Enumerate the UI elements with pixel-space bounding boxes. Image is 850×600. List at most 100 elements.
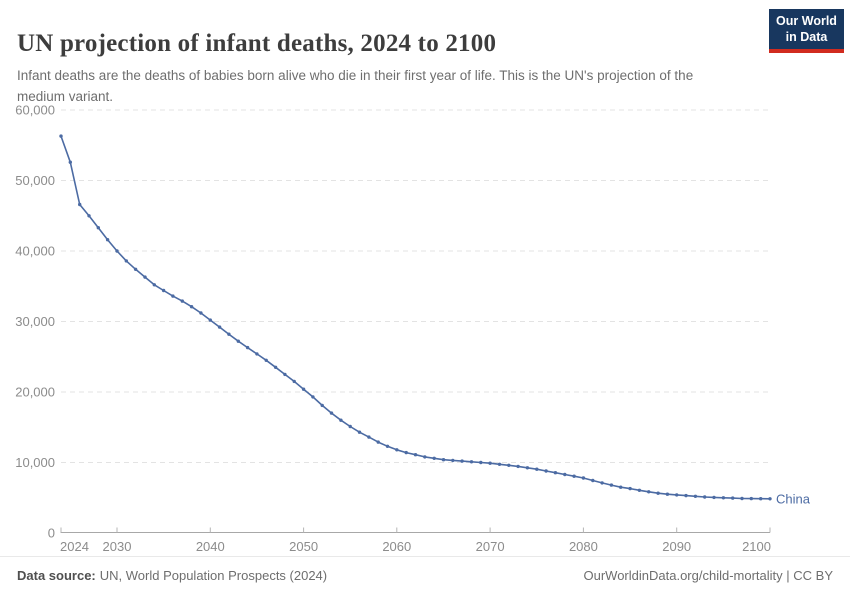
data-point[interactable] bbox=[516, 464, 520, 469]
data-point[interactable] bbox=[301, 387, 306, 391]
data-point[interactable] bbox=[105, 238, 110, 242]
y-axis-label: 20,000 bbox=[15, 385, 55, 400]
data-point[interactable] bbox=[563, 472, 567, 477]
data-point[interactable] bbox=[385, 444, 390, 448]
data-point[interactable] bbox=[87, 214, 91, 218]
data-point[interactable] bbox=[759, 497, 763, 501]
data-point[interactable] bbox=[740, 496, 744, 501]
data-point[interactable] bbox=[245, 345, 250, 350]
x-axis-label: 2030 bbox=[103, 539, 132, 554]
y-axis-label: 0 bbox=[48, 526, 55, 541]
owid-logo-line1: Our World bbox=[776, 14, 837, 28]
data-point[interactable] bbox=[283, 372, 287, 377]
data-point[interactable] bbox=[488, 461, 492, 465]
data-point[interactable] bbox=[423, 455, 427, 459]
data-point[interactable] bbox=[236, 339, 240, 343]
data-point[interactable] bbox=[292, 379, 296, 384]
data-point[interactable] bbox=[581, 476, 586, 480]
data-point[interactable] bbox=[68, 160, 73, 164]
data-point[interactable] bbox=[217, 325, 222, 329]
y-axis-label: 30,000 bbox=[15, 314, 55, 329]
x-axis-label: 2050 bbox=[289, 539, 318, 554]
data-point[interactable] bbox=[189, 305, 194, 309]
data-point[interactable] bbox=[451, 458, 455, 463]
data-point[interactable] bbox=[535, 467, 539, 471]
data-point[interactable] bbox=[143, 275, 147, 279]
data-point[interactable] bbox=[180, 299, 184, 303]
data-point[interactable] bbox=[665, 492, 670, 496]
data-point[interactable] bbox=[731, 496, 735, 500]
data-point[interactable] bbox=[227, 332, 231, 336]
data-point[interactable] bbox=[609, 483, 614, 487]
data-point[interactable] bbox=[96, 226, 101, 230]
data-point[interactable] bbox=[525, 466, 530, 470]
data-point[interactable] bbox=[329, 411, 334, 415]
y-axis-label: 60,000 bbox=[15, 103, 55, 118]
data-source-text: UN, World Population Prospects (2024) bbox=[99, 568, 328, 583]
footer-divider bbox=[0, 556, 850, 557]
data-point[interactable] bbox=[684, 493, 688, 498]
data-point[interactable] bbox=[199, 311, 203, 315]
owid-logo-line2: in Data bbox=[785, 30, 828, 45]
data-point[interactable] bbox=[647, 490, 651, 494]
data-point[interactable] bbox=[311, 395, 315, 399]
data-point[interactable] bbox=[749, 496, 753, 501]
data-point[interactable] bbox=[675, 493, 679, 497]
data-point[interactable] bbox=[600, 481, 604, 485]
data-point[interactable] bbox=[78, 202, 82, 207]
data-point[interactable] bbox=[497, 462, 502, 466]
credit-link[interactable]: OurWorldinData.org/child-mortality | CC … bbox=[583, 568, 834, 583]
data-point[interactable] bbox=[320, 403, 324, 408]
data-point[interactable] bbox=[479, 460, 483, 465]
data-point[interactable] bbox=[376, 440, 380, 444]
data-point[interactable] bbox=[413, 453, 418, 457]
data-point[interactable] bbox=[544, 469, 548, 473]
data-point[interactable] bbox=[133, 267, 138, 271]
data-point[interactable] bbox=[171, 294, 175, 298]
data-point[interactable] bbox=[357, 430, 362, 434]
data-point[interactable] bbox=[264, 358, 268, 362]
data-point[interactable] bbox=[395, 448, 399, 452]
data-point[interactable] bbox=[115, 249, 119, 253]
data-point[interactable] bbox=[273, 365, 278, 369]
data-point[interactable] bbox=[693, 494, 698, 498]
entity-label[interactable]: China bbox=[776, 491, 811, 506]
data-point[interactable] bbox=[460, 459, 464, 463]
data-point[interactable] bbox=[768, 497, 772, 501]
data-point[interactable] bbox=[339, 418, 343, 422]
data-point[interactable] bbox=[469, 460, 474, 464]
data-point[interactable] bbox=[656, 491, 660, 495]
data-point[interactable] bbox=[721, 496, 726, 500]
data-point[interactable] bbox=[441, 458, 446, 462]
data-point[interactable] bbox=[703, 495, 707, 499]
chart-footer: Data source: UN, World Population Prospec… bbox=[17, 568, 833, 583]
data-point[interactable] bbox=[208, 318, 212, 322]
data-point[interactable] bbox=[432, 456, 436, 460]
data-point[interactable] bbox=[367, 435, 371, 439]
data-point[interactable] bbox=[255, 352, 259, 356]
y-axis-label: 10,000 bbox=[15, 455, 55, 470]
data-point[interactable] bbox=[507, 463, 511, 467]
data-point[interactable] bbox=[152, 283, 156, 287]
y-axis-label: 40,000 bbox=[15, 244, 55, 259]
data-point[interactable] bbox=[628, 486, 632, 491]
data-point[interactable] bbox=[404, 450, 408, 455]
data-point[interactable] bbox=[553, 471, 558, 475]
data-point[interactable] bbox=[124, 259, 128, 263]
chart-subtitle: Infant deaths are the deaths of babies b… bbox=[17, 67, 694, 105]
owid-logo[interactable]: Our World in Data bbox=[769, 9, 844, 53]
data-point[interactable] bbox=[161, 288, 166, 293]
data-point[interactable] bbox=[619, 485, 623, 489]
data-point[interactable] bbox=[348, 424, 352, 429]
x-axis-label: 2040 bbox=[196, 539, 225, 554]
data-point[interactable] bbox=[572, 474, 576, 478]
x-axis-label: 2024 bbox=[60, 539, 89, 554]
data-point[interactable] bbox=[637, 488, 642, 492]
data-point[interactable] bbox=[59, 134, 63, 138]
y-axis-label: 50,000 bbox=[15, 173, 55, 188]
x-axis-label: 2080 bbox=[569, 539, 598, 554]
data-point[interactable] bbox=[712, 495, 716, 500]
data-point[interactable] bbox=[591, 478, 595, 483]
trend-line[interactable] bbox=[60, 135, 771, 500]
